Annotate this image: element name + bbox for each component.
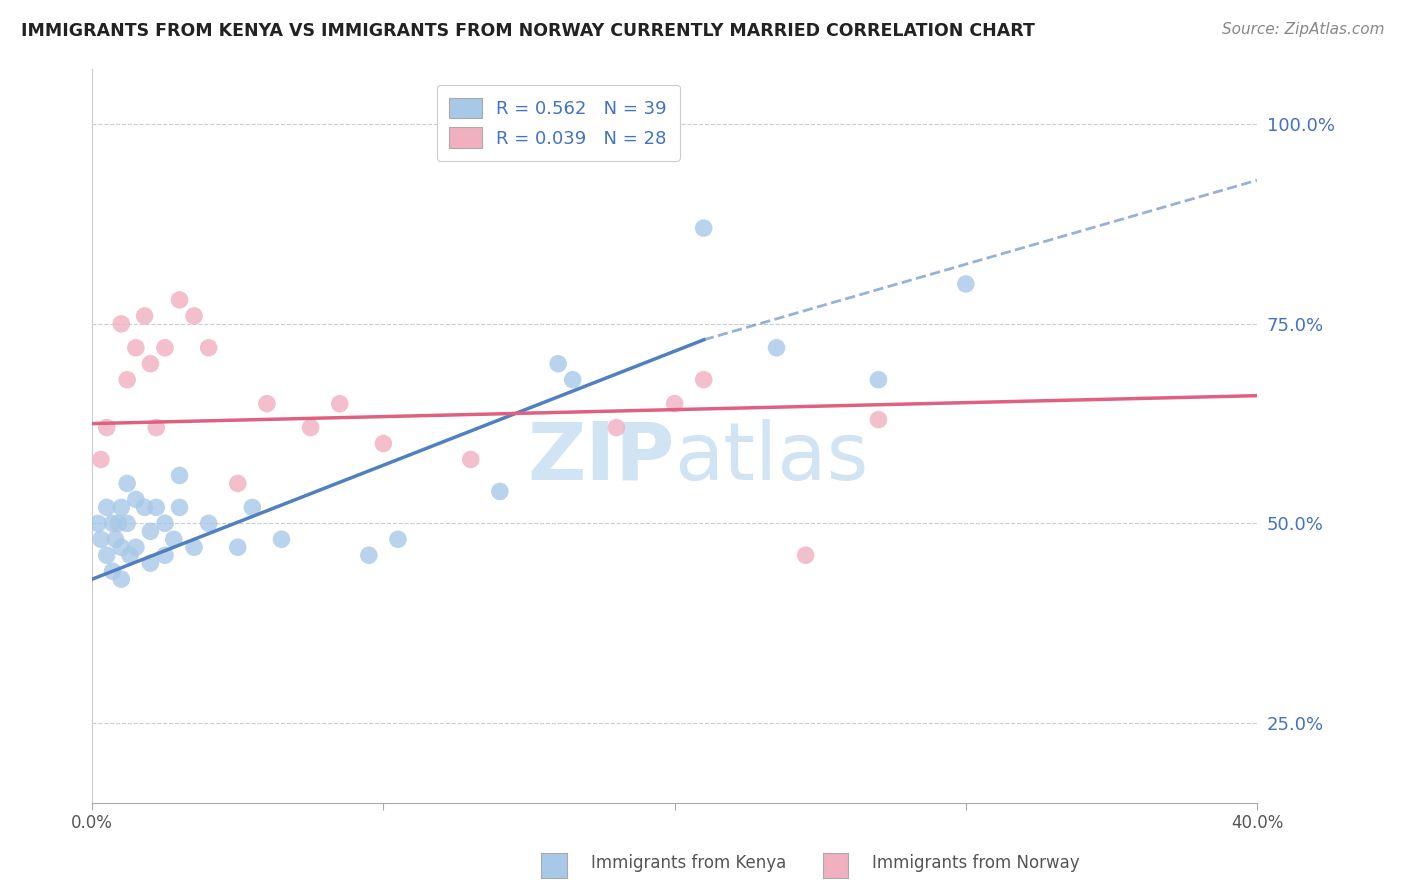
Point [139, 556, 162, 570]
Point [693, 221, 716, 235]
Point [96, 420, 118, 434]
Point [115, 476, 138, 491]
Text: atlas: atlas [675, 418, 869, 497]
Point [183, 541, 205, 555]
Point [197, 516, 219, 531]
Point [373, 436, 395, 450]
Point [605, 420, 627, 434]
Point [145, 500, 167, 515]
Point [125, 541, 148, 555]
Point [299, 420, 322, 434]
Point [153, 516, 176, 531]
Point [357, 548, 380, 562]
Point [153, 341, 176, 355]
Text: ZIP: ZIP [527, 418, 675, 497]
Point [460, 452, 482, 467]
Point [139, 524, 162, 539]
Point [270, 533, 292, 547]
Point [125, 341, 148, 355]
Point [139, 357, 162, 371]
Point [125, 492, 148, 507]
Point [547, 357, 569, 371]
Point [169, 293, 191, 307]
Legend: R = 0.562   N = 39, R = 0.039   N = 28: R = 0.562 N = 39, R = 0.039 N = 28 [437, 85, 679, 161]
Point [183, 309, 205, 323]
Text: Immigrants from Norway: Immigrants from Norway [872, 855, 1080, 872]
Point [169, 468, 191, 483]
Point [134, 309, 156, 323]
Point [169, 500, 191, 515]
Point [197, 341, 219, 355]
Point [489, 484, 512, 499]
Text: IMMIGRANTS FROM KENYA VS IMMIGRANTS FROM NORWAY CURRENTLY MARRIED CORRELATION CH: IMMIGRANTS FROM KENYA VS IMMIGRANTS FROM… [21, 22, 1035, 40]
Point [134, 500, 156, 515]
Point [765, 341, 787, 355]
Point [110, 500, 132, 515]
Point [110, 572, 132, 586]
Point [387, 533, 409, 547]
Point [145, 420, 167, 434]
Point [115, 516, 138, 531]
Point [256, 397, 278, 411]
Point [561, 373, 583, 387]
Point [226, 541, 249, 555]
Point [115, 373, 138, 387]
Point [96, 548, 118, 562]
Point [101, 564, 124, 578]
Point [87, 516, 110, 531]
Point [868, 412, 890, 426]
Point [101, 516, 124, 531]
Point [104, 533, 127, 547]
Point [90, 452, 112, 467]
Text: Immigrants from Kenya: Immigrants from Kenya [591, 855, 786, 872]
Point [240, 500, 263, 515]
Point [96, 500, 118, 515]
Point [693, 373, 716, 387]
Point [794, 548, 817, 562]
Point [110, 541, 132, 555]
Text: Source: ZipAtlas.com: Source: ZipAtlas.com [1222, 22, 1385, 37]
Point [118, 548, 141, 562]
Point [955, 277, 977, 291]
Point [153, 548, 176, 562]
Point [329, 397, 352, 411]
Point [107, 516, 129, 531]
Point [90, 533, 112, 547]
Point [868, 373, 890, 387]
Point [226, 476, 249, 491]
Point [110, 317, 132, 331]
Point [163, 533, 186, 547]
Point [664, 397, 686, 411]
